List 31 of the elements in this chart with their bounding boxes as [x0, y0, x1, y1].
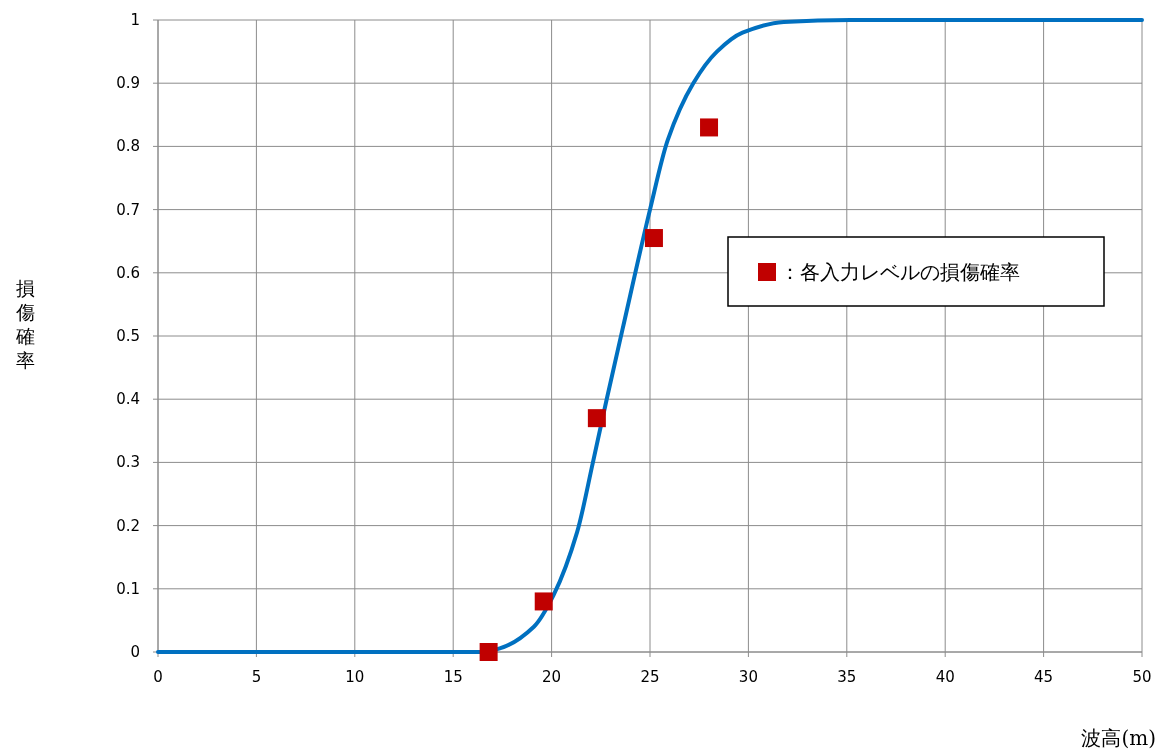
point: [479, 643, 498, 661]
x-axis-title: 波高(m): [1081, 726, 1156, 750]
x-tick-label: 35: [837, 668, 857, 686]
y-tick-label: 0.5: [116, 327, 140, 345]
y-tick-label: 0.2: [116, 516, 140, 535]
point: [534, 592, 553, 611]
y-tick-label: 0.8: [116, 137, 140, 156]
x-tick-label: 20: [542, 668, 562, 686]
x-tick-label: 0: [153, 668, 163, 686]
y-tick-label: 0: [130, 643, 140, 661]
y-tick-label: 0.1: [116, 579, 140, 598]
x-tick-label: 5: [251, 668, 262, 686]
point: [700, 118, 719, 137]
y-tick-label: 0.6: [116, 263, 140, 282]
legend-label: ：各入力レベルの損傷確率: [780, 260, 1020, 284]
point: [587, 409, 606, 428]
y-tick-label: 1: [130, 11, 140, 29]
y-tick-label: 0.3: [116, 453, 140, 472]
y-tick-label: 0.9: [116, 74, 140, 93]
x-tick-label: 50: [1132, 668, 1152, 686]
y-tick-label: 0.4: [116, 390, 140, 409]
x-tick-label: 15: [443, 668, 463, 686]
x-tick-label: 45: [1034, 668, 1054, 686]
x-tick-label: 30: [738, 668, 758, 686]
y-axis-title: 損傷確率: [14, 277, 35, 371]
legend: ：各入力レベルの損傷確率: [727, 236, 1105, 307]
x-tick-label: 40: [935, 668, 955, 686]
y-tick-label: 0.7: [116, 200, 140, 219]
x-tick-label: 25: [640, 668, 660, 686]
x-tick-label: 10: [345, 668, 365, 686]
point: [644, 229, 663, 248]
